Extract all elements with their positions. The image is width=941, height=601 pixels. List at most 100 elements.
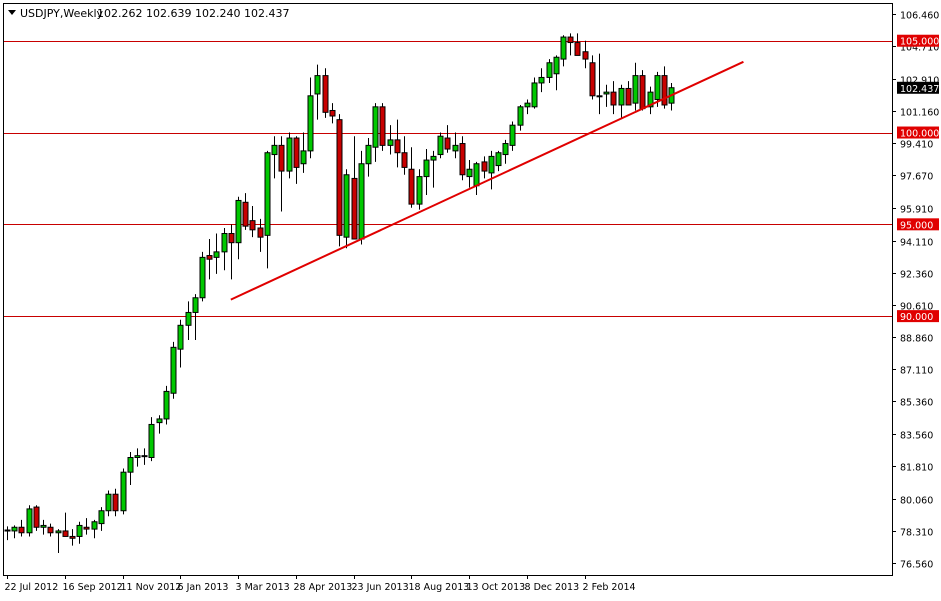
candle: [452, 132, 459, 159]
current-price-badge: [897, 81, 939, 94]
price-tick-label: 76.560: [900, 560, 933, 571]
price-tick-label: 104.710: [900, 43, 939, 54]
candle: [62, 512, 69, 537]
price-tick-label: 80.060: [900, 496, 933, 507]
candle: [264, 150, 271, 269]
candle: [206, 239, 213, 280]
candle: [481, 156, 488, 179]
candle-body-bull: [221, 233, 228, 253]
candle: [517, 104, 524, 131]
candle: [632, 62, 639, 111]
candle-body-bull: [358, 163, 365, 240]
candle-body-bull: [4, 529, 11, 532]
candle: [372, 103, 379, 162]
candle: [538, 68, 545, 93]
level-price-badge: [897, 126, 939, 139]
candle-body-bear: [401, 152, 408, 168]
candle: [625, 81, 632, 106]
candle: [221, 227, 228, 271]
price-tick-label: 83.560: [900, 431, 933, 442]
candle-body-bear: [625, 87, 632, 106]
candle: [358, 150, 365, 245]
candle-body-bull: [307, 95, 314, 152]
candle-body-bull: [365, 144, 372, 165]
candle-body-bear: [228, 233, 235, 244]
candle-body-bear: [639, 75, 646, 110]
level-price-label: 105.000: [900, 37, 939, 48]
candle-body-bull: [466, 168, 473, 178]
candle-body-bear: [661, 75, 668, 106]
candle: [589, 55, 596, 100]
candle-body-bull: [430, 155, 437, 161]
candle-body-bear: [69, 535, 76, 539]
candle-body-bull: [372, 106, 379, 148]
candle-body-bull: [91, 521, 98, 530]
candle-body-bull: [286, 137, 293, 172]
price-tick-label: 106.460: [900, 11, 939, 22]
candle-body-bull: [300, 150, 307, 165]
candle-body-bear: [83, 526, 90, 530]
candle-body-bull: [127, 456, 134, 473]
candle-body-bear: [589, 62, 596, 97]
candle: [199, 251, 206, 302]
price-tick-label: 95.910: [900, 205, 933, 216]
candle: [603, 84, 610, 107]
candle-body-bull: [647, 91, 654, 108]
candle: [293, 136, 300, 184]
candle: [4, 526, 11, 541]
candle-body-bull: [553, 56, 560, 75]
plot-frame: [3, 3, 893, 576]
candle-body-bear: [582, 51, 589, 60]
candle-body-bull: [517, 106, 524, 126]
time-tick-label: 13 Oct 2013: [467, 582, 526, 593]
price-tick-label: 88.860: [900, 334, 933, 345]
candle-body-bull: [538, 76, 545, 84]
candle: [524, 99, 531, 115]
candle-body-bear: [329, 109, 336, 117]
candle-body-bull: [524, 102, 531, 108]
candle: [495, 150, 502, 172]
time-tick-label: 23 Jun 2013: [352, 582, 409, 593]
collapse-triangle-icon[interactable]: [8, 10, 16, 15]
candle: [437, 132, 444, 159]
candle: [661, 66, 668, 109]
candle: [553, 55, 560, 91]
candle: [574, 33, 581, 56]
candle: [300, 132, 307, 173]
candle: [509, 121, 516, 151]
candle: [546, 59, 553, 83]
candle: [271, 136, 278, 179]
candle: [408, 147, 415, 208]
candle-body-bear: [481, 161, 488, 172]
candle: [76, 521, 83, 544]
candle-body-bull: [452, 144, 459, 152]
candle: [459, 136, 466, 181]
candle: [141, 448, 148, 465]
candle: [18, 519, 25, 537]
candle-body-bull: [531, 82, 538, 108]
candle: [257, 218, 264, 252]
candle: [120, 468, 127, 515]
candle-body-bull: [495, 152, 502, 167]
candle-body-bear: [242, 201, 249, 227]
level-price-badge: [897, 310, 939, 323]
current-price-label: 102.437: [900, 84, 939, 95]
candle-body-bull: [235, 199, 242, 244]
candle-body-bear: [379, 106, 386, 146]
candle-body-bear: [336, 119, 343, 236]
candle-body-bear: [206, 255, 213, 260]
time-tick-label: 22 Jul 2012: [5, 582, 59, 593]
candle-body-bull: [40, 524, 47, 528]
candle-body-bull: [156, 418, 163, 424]
candle-body-bull: [199, 256, 206, 299]
candle-body-bull: [546, 62, 553, 78]
candle: [192, 294, 199, 340]
candle-body-bear: [444, 137, 451, 150]
candle: [163, 385, 170, 425]
candle: [329, 103, 336, 124]
candle-body-bull: [98, 510, 105, 525]
candle: [444, 125, 451, 153]
price-tick-label: 101.160: [900, 108, 939, 119]
price-tick-label: 87.110: [900, 366, 933, 377]
